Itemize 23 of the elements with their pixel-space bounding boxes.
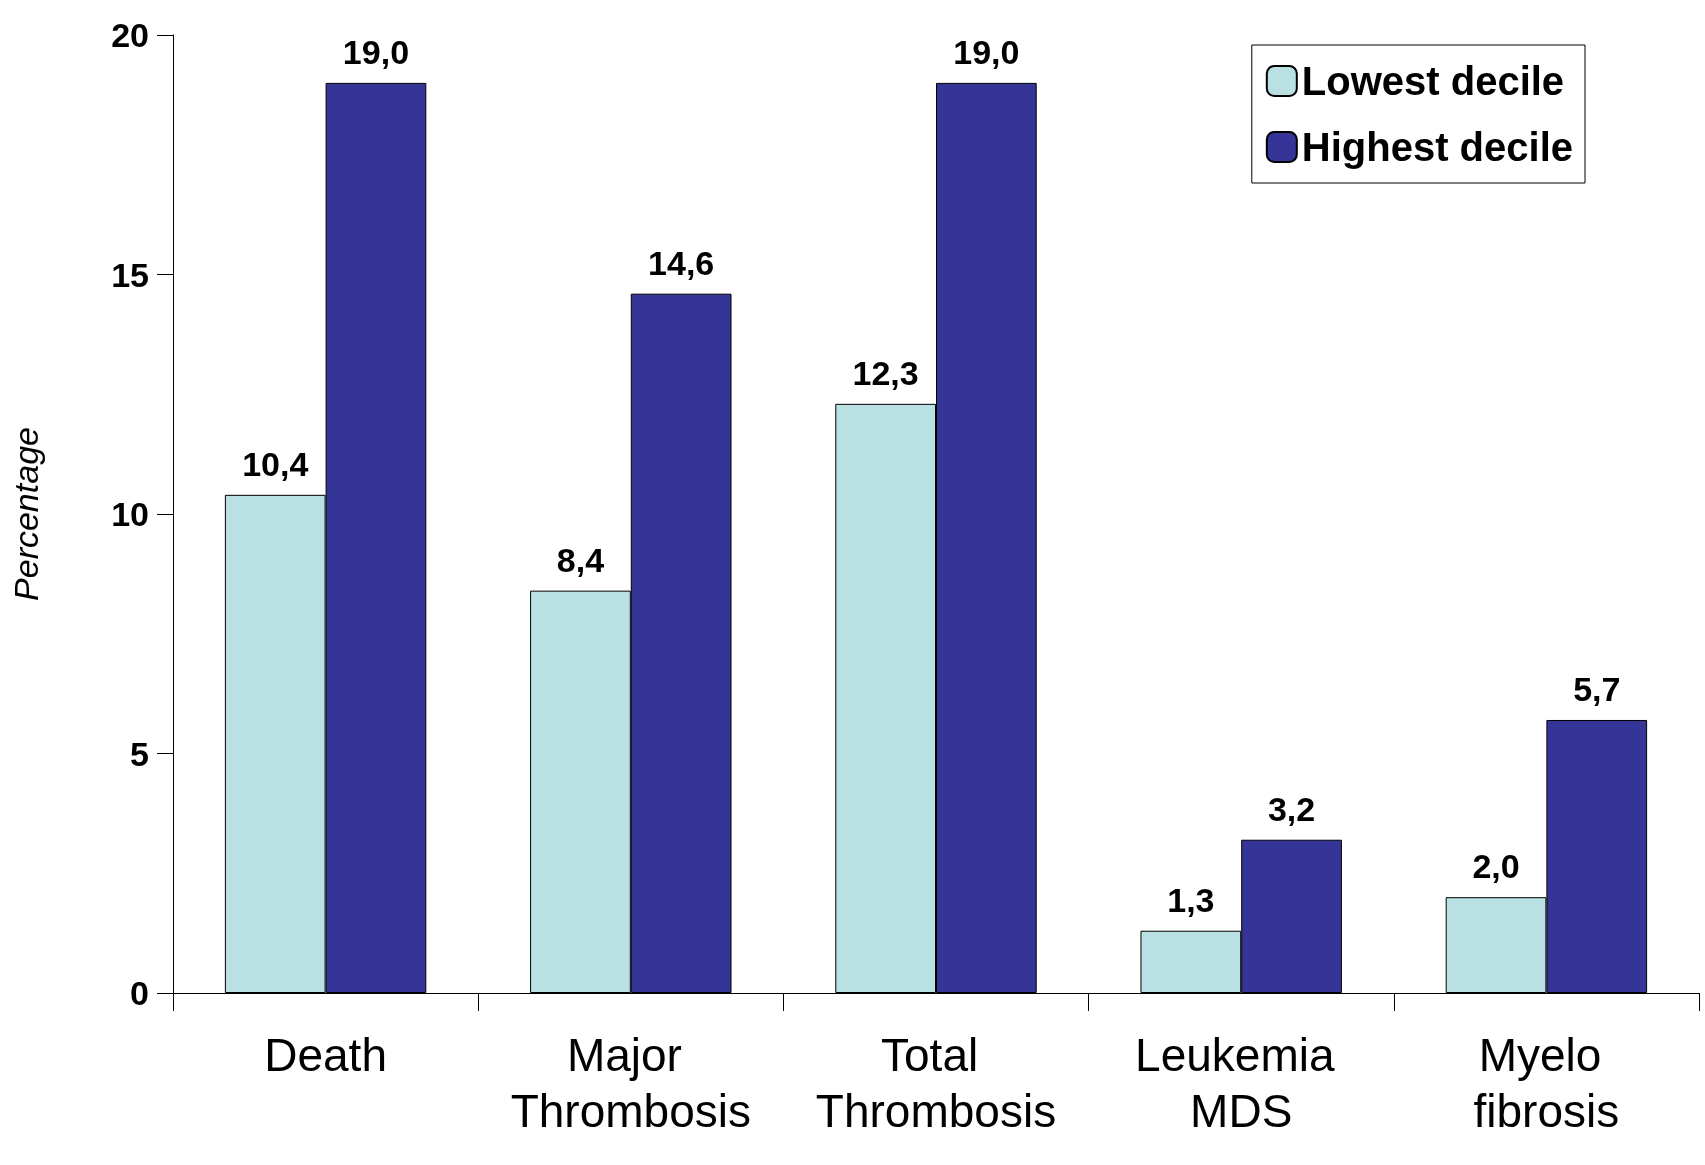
data-label: 2,0 <box>1472 847 1520 886</box>
y-tick-label: 5 <box>130 734 149 773</box>
data-label: 19,0 <box>953 32 1020 71</box>
data-label: 19,0 <box>342 32 410 71</box>
y-tick-label: 20 <box>111 16 149 54</box>
legend-label: Highest decile <box>1301 125 1574 169</box>
x-tick-label: Major Thrombosis <box>510 1029 751 1137</box>
legend-label: Lowest decile <box>1301 59 1565 103</box>
x-tick-label: Myelo fibrosis <box>1473 1029 1620 1137</box>
data-label: 14,6 <box>648 243 715 282</box>
data-label: 1,3 <box>1167 880 1215 919</box>
data-label: 5,7 <box>1573 669 1621 708</box>
data-label: 10,4 <box>242 444 309 483</box>
x-tick-label: Total Thrombosis <box>815 1029 1057 1137</box>
y-tick-label: 15 <box>111 255 149 294</box>
x-tick-label: Leukemia MDS <box>1135 1029 1348 1137</box>
data-label: 3,2 <box>1267 789 1316 828</box>
y-tick-label: 0 <box>130 974 149 1012</box>
data-label: 12,3 <box>852 353 919 392</box>
y-axis-title: Percentage <box>7 427 45 601</box>
x-tick-label: Death <box>264 1029 387 1081</box>
data-label: 8,4 <box>556 540 605 579</box>
y-tick-label: 10 <box>111 495 149 533</box>
